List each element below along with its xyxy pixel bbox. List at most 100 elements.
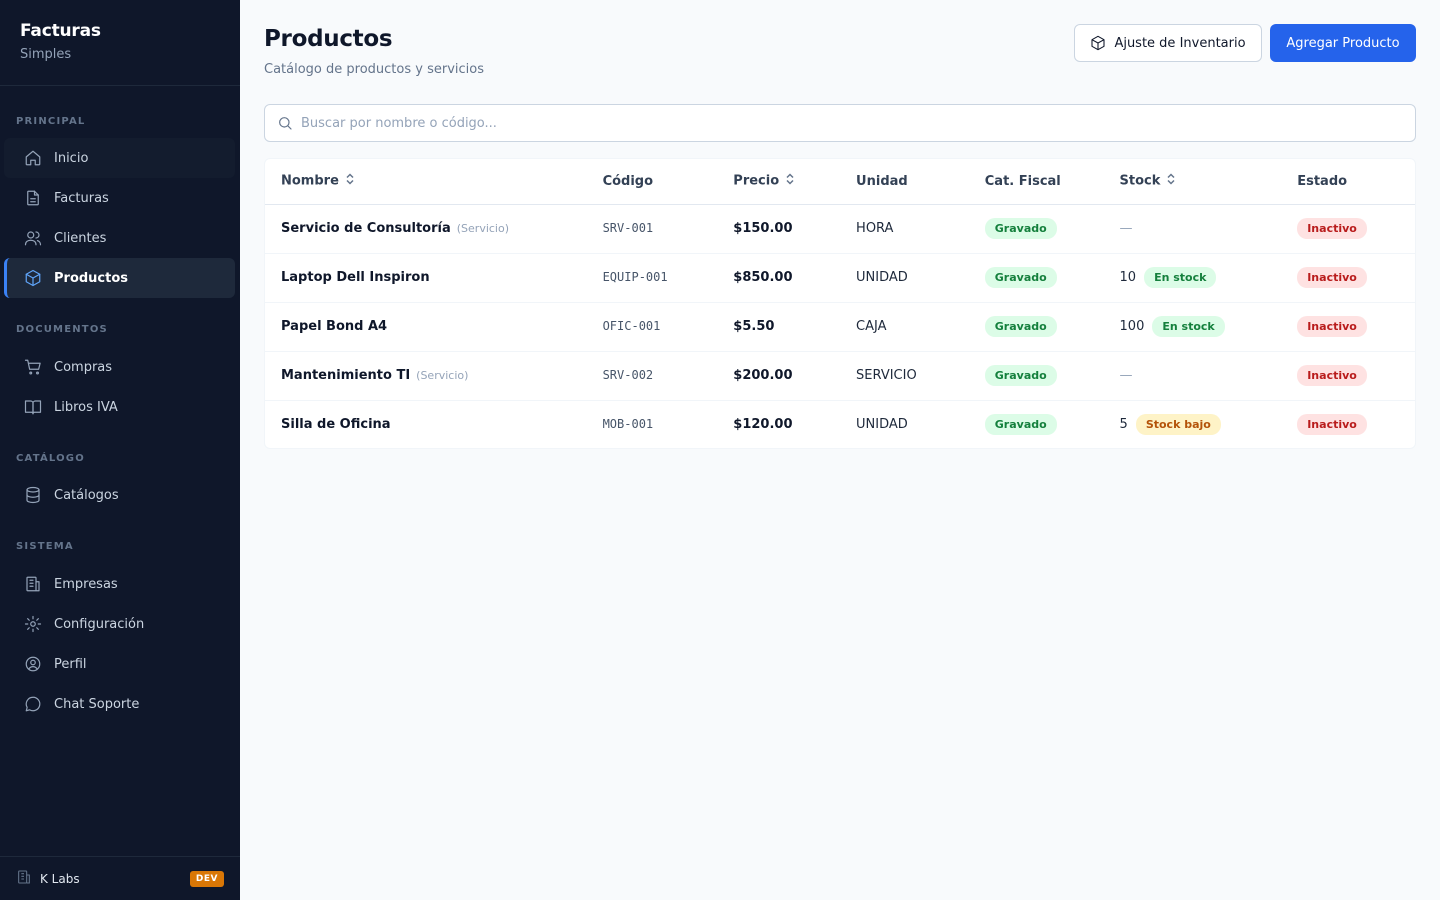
column-header-nombre[interactable]: Nombre (265, 159, 587, 205)
product-price: $5.50 (733, 319, 775, 334)
table-header-row: Nombre Código Precio Unidad Cat. Fiscal … (265, 159, 1415, 205)
product-code: EQUIP-001 (602, 270, 668, 284)
section-label-catalogo: CATÁLOGO (16, 453, 85, 464)
status-badge: Inactivo (1297, 365, 1367, 386)
env-badge: DEV (189, 870, 224, 887)
sort-icon (345, 173, 355, 189)
product-name: Mantenimiento TI (281, 368, 411, 383)
product-code: MOB-001 (602, 417, 654, 432)
search-input[interactable] (301, 115, 1301, 131)
package-icon (1091, 35, 1105, 51)
product-name: Silla de Oficina (281, 417, 391, 433)
sidebar-item-facturas[interactable]: Facturas (4, 178, 235, 218)
users-icon (24, 229, 42, 247)
section-label-principal: PRINCIPAL (16, 116, 86, 127)
sort-icon (785, 173, 795, 189)
status-badge: Inactivo (1297, 267, 1367, 288)
status-badge: Inactivo (1297, 218, 1367, 239)
inventory-adjust-button[interactable]: Ajuste de Inventario (1074, 24, 1262, 62)
column-header-precio[interactable]: Precio (717, 159, 841, 205)
book-icon (24, 398, 42, 416)
stock-value: — (1119, 368, 1133, 383)
user-circle-icon (24, 655, 42, 673)
sidebar-item-label: Clientes (54, 230, 107, 246)
table-row[interactable]: Papel Bond A4 OFIC-001 $5.50 CAJA Gravad… (265, 302, 1415, 352)
sidebar-item-libros-iva[interactable]: Libros IVA (4, 387, 235, 427)
sidebar-item-label: Facturas (54, 190, 109, 206)
product-name: Servicio de Consultoría (281, 221, 451, 236)
product-price: $150.00 (733, 221, 793, 236)
stock-value: — (1119, 221, 1133, 236)
status-badge: Inactivo (1297, 316, 1367, 337)
sidebar-item-compras[interactable]: Compras (4, 347, 235, 387)
sort-icon (1166, 173, 1176, 189)
product-code: SRV-001 (602, 221, 654, 235)
gear-icon (24, 615, 42, 633)
sidebar-item-productos[interactable]: Productos (4, 258, 235, 298)
sidebar-item-perfil[interactable]: Perfil (4, 644, 235, 684)
search-icon (279, 117, 292, 130)
add-product-button[interactable]: Agregar Producto (1270, 24, 1416, 62)
stock-value: 5 (1119, 417, 1128, 433)
sidebar-item-empresas[interactable]: Empresas (4, 564, 235, 604)
brand: Facturas Simples (0, 0, 240, 86)
fiscal-badge: Gravado (984, 267, 1057, 288)
chat-icon (24, 695, 42, 713)
column-header-codigo: Código (586, 159, 718, 205)
sidebar-item-chat-soporte[interactable]: Chat Soporte (4, 684, 235, 724)
stock-badge: En stock (1144, 267, 1217, 288)
building-icon (16, 869, 32, 889)
section-label-documentos: DOCUMENTOS (16, 324, 108, 335)
sidebar-footer: K Labs DEV (0, 856, 240, 900)
table-row[interactable]: Mantenimiento TI (Servicio) SRV-002 $200.… (265, 351, 1415, 401)
file-icon (24, 189, 42, 207)
product-type: (Servicio) (456, 222, 510, 235)
table-row[interactable]: Laptop Dell Inspiron EQUIP-001 $850.00 U… (265, 253, 1415, 303)
fiscal-badge: Gravado (984, 316, 1057, 337)
home-icon (24, 149, 42, 167)
product-unit: UNIDAD (856, 270, 908, 285)
sidebar-item-catalogos[interactable]: Catálogos (4, 475, 235, 515)
stock-badge: En stock (1152, 316, 1225, 337)
product-unit: SERVICIO (856, 368, 917, 383)
section-label-sistema: SISTEMA (16, 541, 74, 552)
table-row[interactable]: Servicio de Consultoría (Servicio) SRV-00… (265, 204, 1415, 254)
building-icon (24, 575, 42, 593)
sidebar-item-label: Perfil (54, 656, 87, 672)
cart-icon (24, 358, 42, 376)
product-name: Laptop Dell Inspiron (281, 270, 430, 285)
product-name: Papel Bond A4 (281, 319, 388, 334)
sidebar-item-clientes[interactable]: Clientes (4, 218, 235, 258)
sidebar-item-label: Catálogos (54, 487, 119, 503)
column-header-stock[interactable]: Stock (1103, 159, 1282, 205)
package-icon (24, 269, 42, 287)
sidebar-item-label: Libros IVA (54, 399, 118, 415)
brand-subtitle: Simples (20, 47, 72, 62)
sidebar-item-label: Configuración (54, 616, 145, 632)
product-unit: CAJA (856, 319, 887, 334)
fiscal-badge: Gravado (984, 218, 1057, 239)
products-table: Nombre Código Precio Unidad Cat. Fiscal … (264, 158, 1416, 449)
sidebar: Facturas Simples PRINCIPAL Inicio Factur… (0, 0, 240, 900)
fiscal-badge: Gravado (984, 365, 1057, 386)
product-code: OFIC-001 (602, 319, 661, 333)
product-unit: HORA (856, 221, 894, 236)
sidebar-item-label: Chat Soporte (54, 696, 140, 712)
sidebar-item-label: Inicio (54, 150, 89, 166)
product-price: $120.00 (733, 417, 793, 433)
fiscal-badge: Gravado (984, 414, 1057, 436)
column-header-cat-fiscal: Cat. Fiscal (968, 159, 1104, 205)
sidebar-item-configuracion[interactable]: Configuración (4, 604, 235, 644)
product-price: $850.00 (733, 270, 793, 285)
stock-value: 10 (1119, 270, 1137, 285)
sidebar-item-label: Productos (54, 270, 129, 286)
product-code: SRV-002 (602, 368, 654, 382)
product-type: (Servicio) (416, 369, 469, 382)
inventory-adjust-label: Ajuste de Inventario (1114, 35, 1246, 51)
main-content: Productos Catálogo de productos y servic… (240, 0, 1440, 900)
status-badge: Inactivo (1297, 414, 1367, 436)
column-header-unidad: Unidad (840, 159, 969, 205)
table-row[interactable]: Silla de Oficina MOB-001 $120.00 UNIDAD … (265, 400, 1415, 448)
product-price: $200.00 (733, 368, 793, 383)
sidebar-item-inicio[interactable]: Inicio (4, 138, 235, 178)
